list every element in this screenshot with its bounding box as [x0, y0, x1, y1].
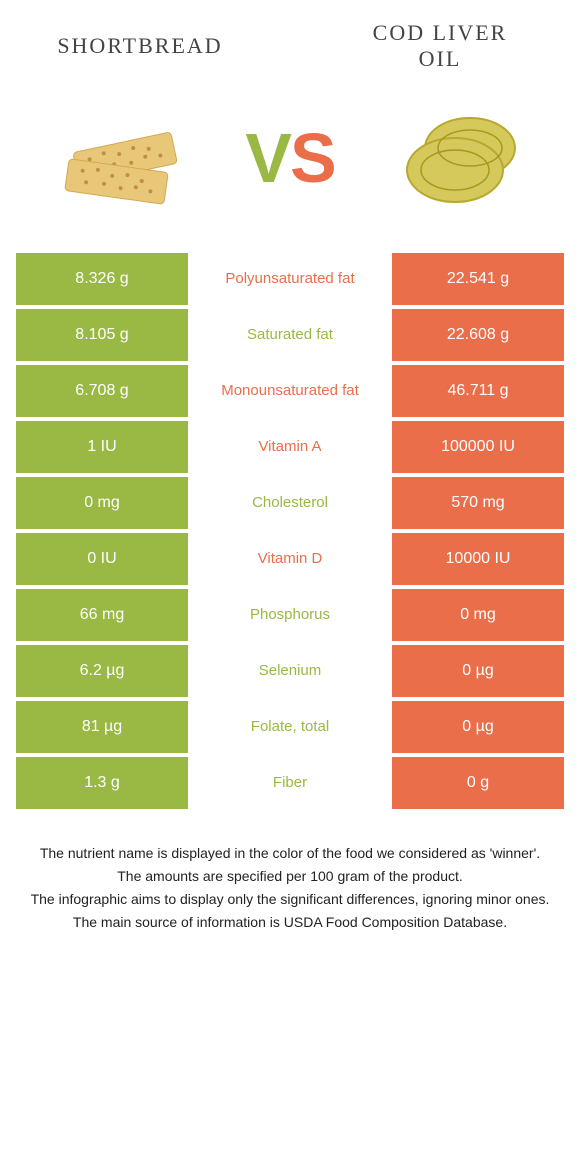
cell-left-value: 66 mg: [16, 589, 188, 641]
shortbread-image: [40, 93, 200, 223]
cell-nutrient-label: Vitamin A: [188, 421, 392, 473]
cell-right-value: 0 µg: [392, 701, 564, 753]
table-row: 66 mgPhosphorus0 mg: [16, 589, 564, 641]
footer-line: The nutrient name is displayed in the co…: [30, 843, 550, 864]
table-row: 8.326 gPolyunsaturated fat22.541 g: [16, 253, 564, 305]
cell-nutrient-label: Saturated fat: [188, 309, 392, 361]
table-row: 1.3 gFiber0 g: [16, 757, 564, 809]
cell-nutrient-label: Vitamin D: [188, 533, 392, 585]
table-row: 0 IUVitamin D10000 IU: [16, 533, 564, 585]
cell-right-value: 0 g: [392, 757, 564, 809]
header-titles: SHORTBREAD COD LIVER OIL: [0, 0, 580, 83]
table-row: 1 IUVitamin A100000 IU: [16, 421, 564, 473]
cell-left-value: 8.326 g: [16, 253, 188, 305]
cell-left-value: 1.3 g: [16, 757, 188, 809]
cell-left-value: 6.2 µg: [16, 645, 188, 697]
cod-liver-oil-image: [380, 93, 540, 223]
footer-line: The main source of information is USDA F…: [30, 912, 550, 933]
cell-right-value: 22.608 g: [392, 309, 564, 361]
cell-left-value: 1 IU: [16, 421, 188, 473]
cell-left-value: 81 µg: [16, 701, 188, 753]
title-right: COD LIVER OIL: [330, 20, 550, 73]
cell-nutrient-label: Polyunsaturated fat: [188, 253, 392, 305]
cell-right-value: 10000 IU: [392, 533, 564, 585]
cell-nutrient-label: Folate, total: [188, 701, 392, 753]
images-row: VS: [0, 83, 580, 253]
table-row: 6.2 µgSelenium0 µg: [16, 645, 564, 697]
footer-line: The amounts are specified per 100 gram o…: [30, 866, 550, 887]
table-row: 81 µgFolate, total0 µg: [16, 701, 564, 753]
cell-nutrient-label: Cholesterol: [188, 477, 392, 529]
vs-s: S: [290, 119, 335, 197]
cell-right-value: 0 µg: [392, 645, 564, 697]
table-row: 8.105 gSaturated fat22.608 g: [16, 309, 564, 361]
cell-right-value: 0 mg: [392, 589, 564, 641]
cell-nutrient-label: Monounsaturated fat: [188, 365, 392, 417]
comparison-table: 8.326 gPolyunsaturated fat22.541 g8.105 …: [0, 253, 580, 809]
footer-line: The infographic aims to display only the…: [30, 889, 550, 910]
footer-notes: The nutrient name is displayed in the co…: [0, 813, 580, 933]
vs-label: VS: [245, 118, 334, 198]
cell-left-value: 0 mg: [16, 477, 188, 529]
cell-left-value: 8.105 g: [16, 309, 188, 361]
table-row: 6.708 gMonounsaturated fat46.711 g: [16, 365, 564, 417]
title-right-line2: OIL: [419, 46, 462, 71]
title-right-line1: COD LIVER: [373, 20, 508, 45]
cell-nutrient-label: Selenium: [188, 645, 392, 697]
title-left: SHORTBREAD: [30, 33, 250, 59]
vs-v: V: [245, 119, 290, 197]
cell-left-value: 0 IU: [16, 533, 188, 585]
cell-left-value: 6.708 g: [16, 365, 188, 417]
cell-right-value: 100000 IU: [392, 421, 564, 473]
cell-nutrient-label: Fiber: [188, 757, 392, 809]
cell-right-value: 22.541 g: [392, 253, 564, 305]
cell-right-value: 570 mg: [392, 477, 564, 529]
cell-nutrient-label: Phosphorus: [188, 589, 392, 641]
table-row: 0 mgCholesterol570 mg: [16, 477, 564, 529]
cell-right-value: 46.711 g: [392, 365, 564, 417]
